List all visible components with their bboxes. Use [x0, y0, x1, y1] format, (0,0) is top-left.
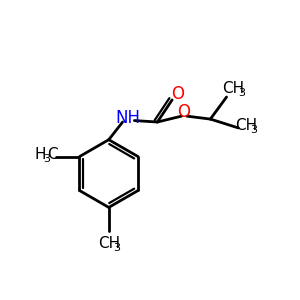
- Text: CH: CH: [235, 118, 257, 134]
- Text: 3: 3: [238, 88, 245, 98]
- Text: 3: 3: [43, 154, 50, 164]
- Text: NH: NH: [116, 110, 140, 128]
- Text: H: H: [34, 147, 46, 162]
- Text: C: C: [47, 147, 57, 162]
- Text: O: O: [171, 85, 184, 103]
- Text: CH: CH: [98, 236, 120, 251]
- Text: CH: CH: [222, 81, 244, 96]
- Text: 3: 3: [113, 243, 120, 253]
- Text: O: O: [177, 103, 190, 121]
- Text: 3: 3: [250, 125, 257, 135]
